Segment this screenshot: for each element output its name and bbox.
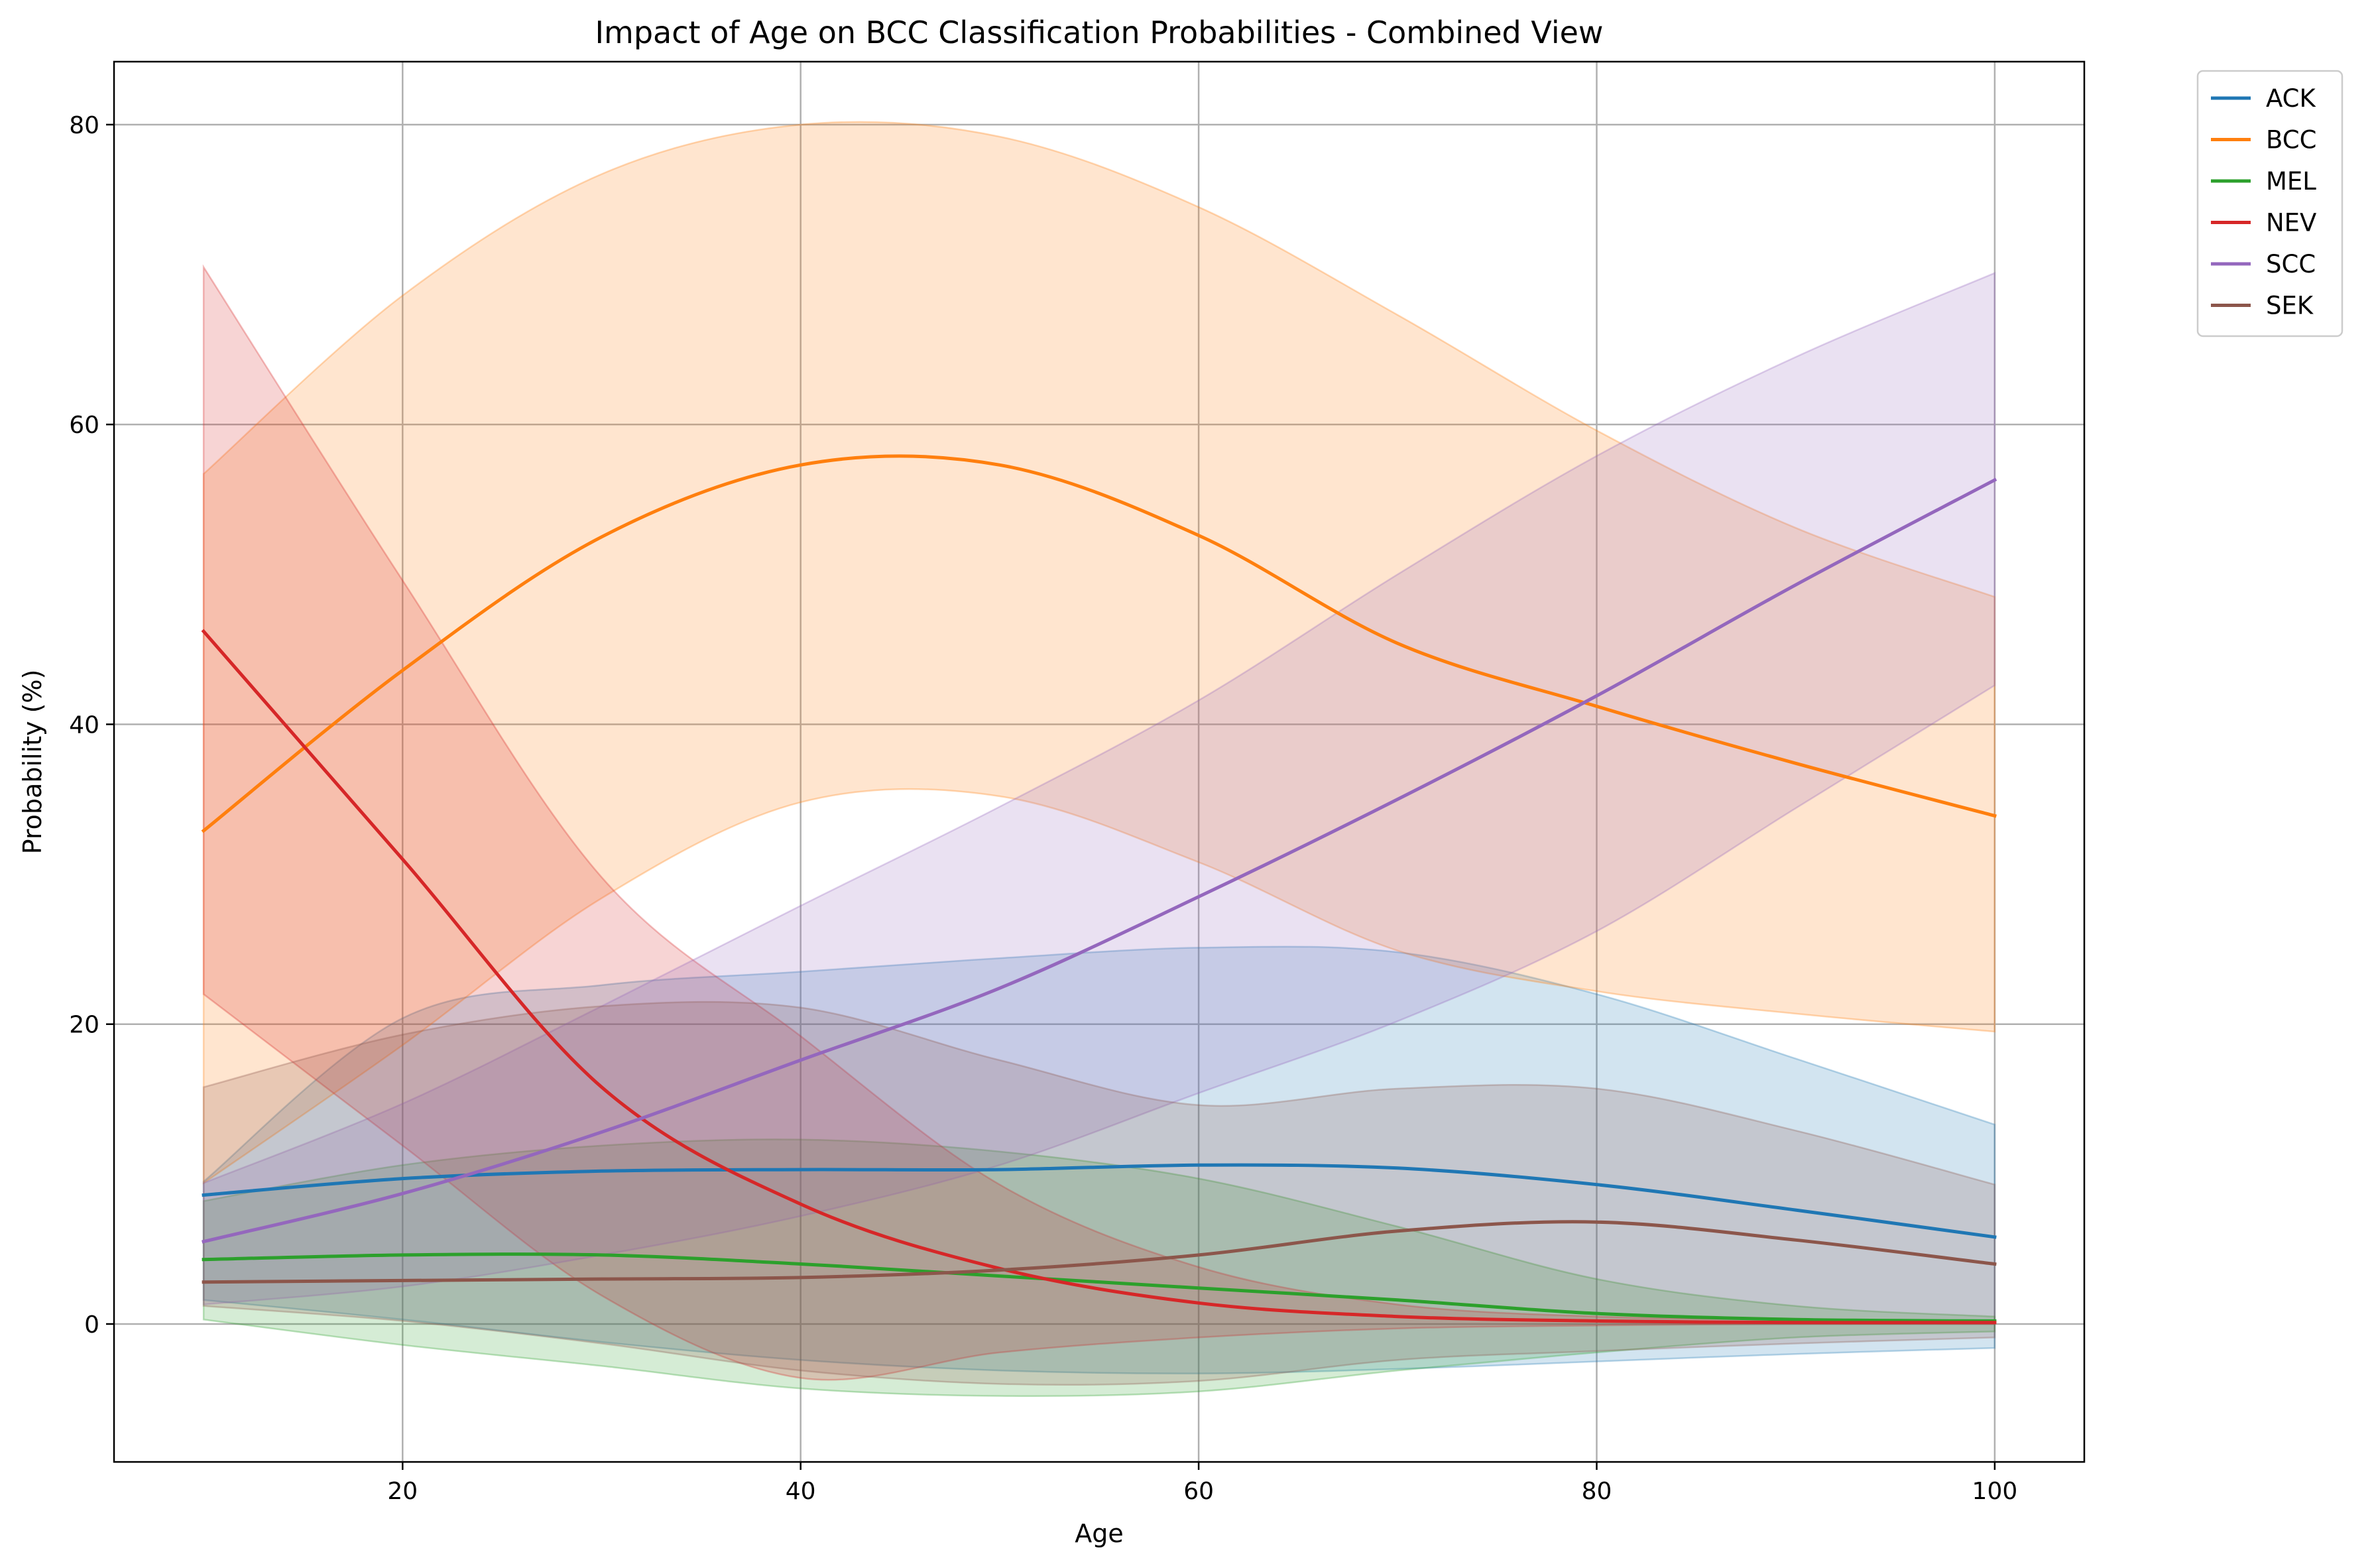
legend-entry-bcc: BCC bbox=[2211, 126, 2316, 154]
y-tick-label: 0 bbox=[84, 1311, 99, 1339]
legend-label: MEL bbox=[2266, 167, 2316, 196]
x-tick-label: 100 bbox=[1972, 1478, 2018, 1505]
band-sek bbox=[202, 1000, 1996, 1386]
y-tick-label: 40 bbox=[69, 711, 99, 739]
line-ack bbox=[202, 1163, 1997, 1239]
series-lines bbox=[201, 454, 1997, 1325]
y-tick-label: 80 bbox=[69, 112, 99, 139]
line-scc bbox=[202, 477, 1997, 1244]
plot-area bbox=[113, 60, 2086, 1463]
y-tick-label: 60 bbox=[69, 412, 99, 439]
band-scc bbox=[202, 271, 1996, 1305]
legend-entry-sek: SEK bbox=[2211, 292, 2314, 320]
legend: ACK BCC MEL NEV SCC SEK bbox=[2196, 70, 2343, 337]
legend-label: ACK bbox=[2266, 84, 2316, 113]
x-axis-label: Age bbox=[1075, 1519, 1124, 1548]
legend-entry-mel: MEL bbox=[2211, 167, 2316, 196]
x-tick-label: 20 bbox=[387, 1478, 418, 1505]
grid-lines bbox=[114, 62, 2084, 1462]
legend-entry-nev: NEV bbox=[2211, 209, 2316, 237]
band-mel bbox=[202, 1138, 1996, 1397]
line-nev bbox=[201, 629, 1997, 1325]
y-tick-label: 20 bbox=[69, 1012, 99, 1039]
legend-entry-scc: SCC bbox=[2211, 250, 2316, 278]
chart-title: Impact of Age on BCC Classification Prob… bbox=[595, 15, 1603, 50]
x-axis-ticks: 20 40 60 80 100 bbox=[387, 1462, 2017, 1505]
legend-label: NEV bbox=[2266, 209, 2316, 237]
y-axis-label: Probability (%) bbox=[18, 670, 47, 855]
legend-label: BCC bbox=[2266, 126, 2316, 154]
confidence-bands bbox=[202, 121, 1996, 1397]
plot-background bbox=[114, 62, 2084, 1462]
x-tick-label: 80 bbox=[1582, 1478, 1612, 1505]
legend-entry-ack: ACK bbox=[2211, 84, 2316, 113]
x-tick-label: 60 bbox=[1183, 1478, 1214, 1505]
line-bcc bbox=[201, 454, 1997, 833]
band-ack bbox=[202, 945, 1996, 1374]
legend-label: SCC bbox=[2266, 250, 2316, 278]
line-mel bbox=[202, 1252, 1997, 1323]
legend-label: SEK bbox=[2266, 292, 2314, 320]
legend-box bbox=[2196, 70, 2343, 337]
y-axis-ticks: 0 20 40 60 80 bbox=[69, 112, 114, 1339]
legend-entries: ACK BCC MEL NEV SCC SEK bbox=[2211, 84, 2316, 320]
x-tick-label: 40 bbox=[786, 1478, 816, 1505]
plot-frame bbox=[113, 60, 2086, 1463]
line-sek bbox=[202, 1220, 1997, 1284]
